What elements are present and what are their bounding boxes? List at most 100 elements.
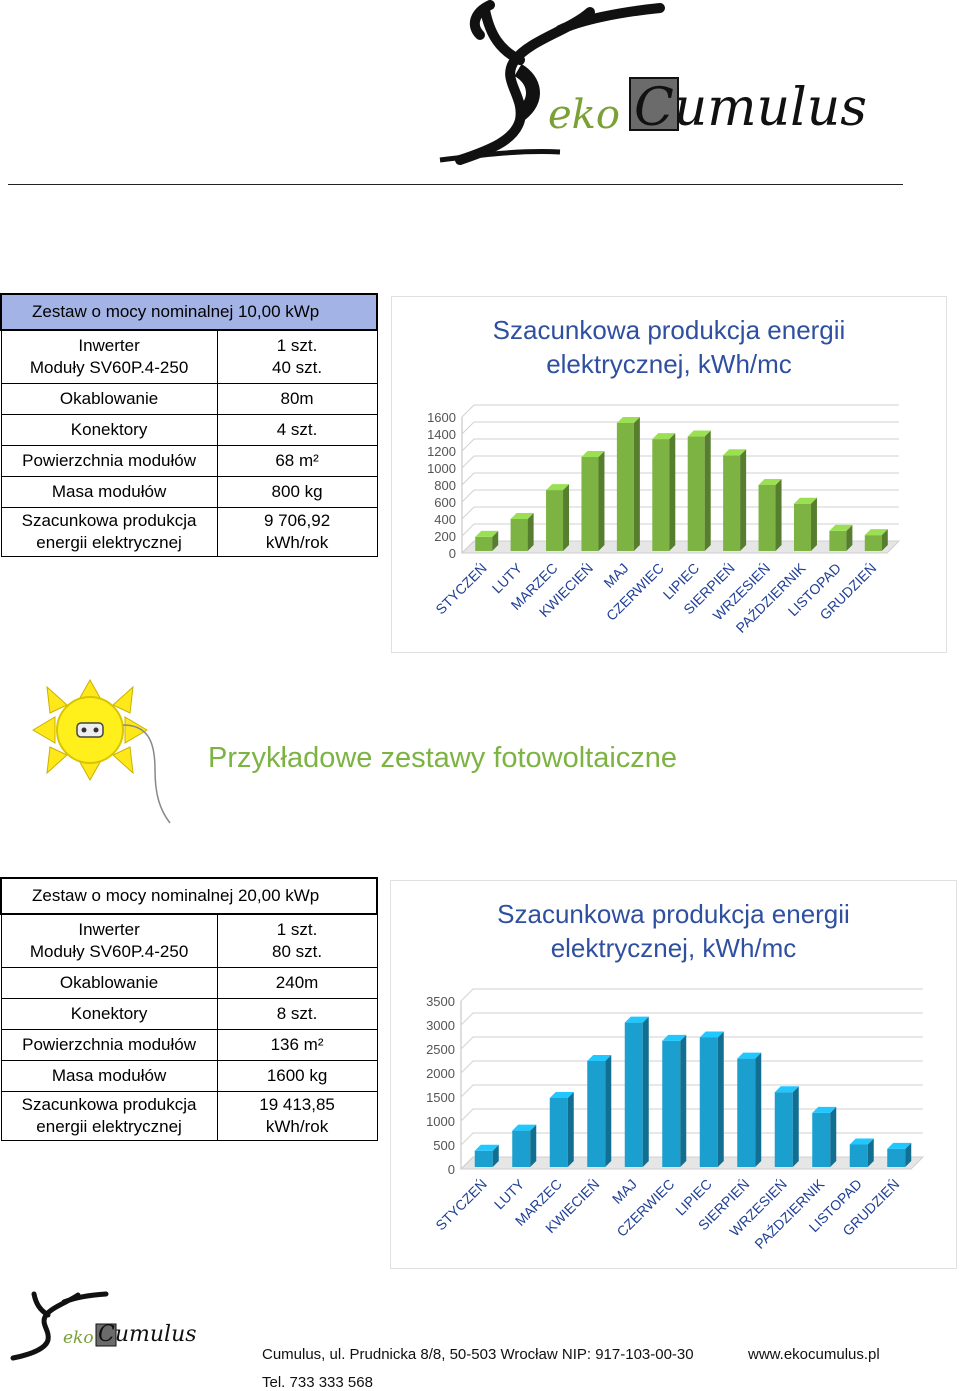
spec-label: Szacunkowa produkcja energii elektryczne… <box>0 507 218 557</box>
y-tick-label: 1400 <box>427 427 456 442</box>
bar <box>723 455 741 551</box>
bar-top <box>587 1055 612 1061</box>
gridline <box>461 472 475 486</box>
y-tick-label: 1000 <box>426 1114 455 1129</box>
gridline <box>461 506 475 520</box>
bar-top <box>475 530 499 537</box>
y-tick-label: 200 <box>434 529 456 544</box>
spec-table-2: Zestaw o mocy nominalnej 20,00 kWp Inwer… <box>0 877 378 1141</box>
bar-top <box>512 1124 537 1131</box>
bar-side <box>492 1144 499 1167</box>
bar <box>737 1058 756 1167</box>
bar <box>662 1040 681 1167</box>
bar-top <box>546 484 570 491</box>
y-tick-label: 2000 <box>426 1066 455 1081</box>
bar <box>864 535 882 551</box>
y-tick-label: 1600 <box>427 410 456 425</box>
footer-website[interactable]: www.ekocumulus.pl <box>748 1346 880 1363</box>
bar <box>812 1112 831 1167</box>
bar-side <box>563 484 570 551</box>
bar-top <box>510 513 534 519</box>
gridline <box>461 523 475 537</box>
gridline <box>461 421 475 435</box>
bar <box>652 439 670 551</box>
gridline <box>460 1108 474 1122</box>
bar-top <box>793 497 817 504</box>
bar-top <box>662 1034 687 1041</box>
y-tick-label: 0 <box>449 546 456 561</box>
spec-table-1: Zestaw o mocy nominalnej 10,00 kWp Inwer… <box>0 293 378 557</box>
bar-top <box>864 529 888 536</box>
bar <box>549 1097 568 1167</box>
chart-title: Szacunkowa produkcja energii elektryczne… <box>497 899 850 963</box>
x-tick-label: MAJ <box>609 1176 640 1207</box>
spec-value: 1 szt. <box>216 329 378 357</box>
gridline <box>460 1132 474 1146</box>
section-title: Przykładowe zestawy fotowoltaiczne <box>208 742 678 774</box>
chart-title: Szacunkowa produkcja energii elektryczne… <box>492 315 846 379</box>
top-logo: eko Cumulus <box>420 0 900 170</box>
x-tick-label: STYCZEŃ <box>432 560 490 618</box>
bar <box>624 1022 643 1167</box>
bar-top <box>829 524 853 531</box>
bar-side <box>633 416 640 551</box>
bar-top <box>849 1138 874 1145</box>
gridline <box>461 455 475 469</box>
y-tick-label: 800 <box>434 478 456 493</box>
chart-1-svg: 16001400120010008006004002000STYCZEŃLUTY… <box>427 404 901 636</box>
bar-top <box>624 1016 649 1023</box>
gridline <box>461 438 475 452</box>
spec-table-title: Zestaw o mocy nominalnej 10,00 kWp <box>0 293 378 331</box>
spec-value: 136 m² <box>216 1029 378 1061</box>
logo-prefix: eko <box>548 92 620 138</box>
bar-side <box>642 1016 649 1167</box>
bar <box>587 1061 606 1167</box>
bar-side <box>605 1055 612 1167</box>
spec-value: 1 szt. <box>216 913 378 941</box>
gridline <box>460 1156 474 1170</box>
gridline <box>460 1036 474 1050</box>
spec-value: 68 m² <box>216 445 378 477</box>
bar-top <box>652 433 676 440</box>
spec-value: 1600 kg <box>216 1060 378 1092</box>
y-tick-label: 0 <box>448 1162 455 1177</box>
bar <box>887 1148 906 1167</box>
bar <box>512 1130 531 1167</box>
bar-top <box>687 430 711 437</box>
spec-label: Okablowanie <box>0 383 218 415</box>
spec-label: Inwerter <box>0 913 218 941</box>
spec-label: Konektory <box>0 414 218 446</box>
bar-side <box>567 1091 574 1167</box>
gridline <box>460 988 474 1002</box>
spec-value: 80 szt. <box>216 941 378 968</box>
bar-side <box>669 433 676 551</box>
spec-value: 8 szt. <box>216 998 378 1030</box>
y-tick-label: 600 <box>434 495 456 510</box>
bar-top <box>723 449 747 456</box>
footer-logo-prefix: eko <box>63 1328 94 1348</box>
y-tick-label: 3500 <box>426 994 455 1009</box>
bar <box>774 1092 793 1167</box>
bar-side <box>881 529 888 551</box>
bar-side <box>527 513 534 551</box>
bar-top <box>737 1052 762 1059</box>
y-tick-label: 1000 <box>427 461 456 476</box>
y-tick-label: 400 <box>434 512 456 527</box>
bar-top <box>812 1106 837 1113</box>
spec-table-title: Zestaw o mocy nominalnej 20,00 kWp <box>0 877 378 915</box>
gridline <box>460 1084 474 1098</box>
x-tick-label: STYCZEŃ <box>432 1176 490 1234</box>
spec-value: 40 szt. <box>216 357 378 384</box>
footer-address: Cumulus, ul. Prudnicka 8/8, 50-503 Wrocł… <box>262 1346 694 1363</box>
y-tick-label: 1500 <box>426 1090 455 1105</box>
bar-top <box>774 1086 799 1093</box>
bar <box>687 436 705 551</box>
chart-1: Szacunkowa produkcja energii elektryczne… <box>391 296 947 653</box>
bar-side <box>704 430 711 551</box>
spec-label: Inwerter <box>0 329 218 357</box>
bar <box>474 1150 493 1167</box>
bar-side <box>775 479 782 551</box>
header-divider <box>8 184 903 185</box>
bar <box>546 490 564 551</box>
